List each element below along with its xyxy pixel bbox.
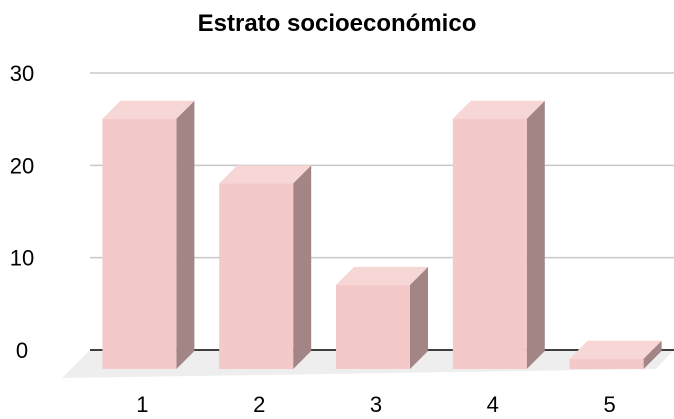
- bar-2: [219, 165, 312, 369]
- bar-top: [452, 100, 545, 119]
- bar-top: [102, 100, 195, 119]
- y-tick-label: 10: [10, 246, 34, 271]
- bar-3: [336, 266, 428, 369]
- bar-1: [102, 100, 195, 369]
- bar-side: [176, 100, 195, 369]
- bar-top: [219, 165, 312, 184]
- y-tick-label: 20: [10, 153, 34, 178]
- bar-front: [336, 284, 410, 369]
- bar-side: [643, 340, 662, 369]
- x-tick-label: 1: [136, 392, 148, 417]
- bar-front: [569, 358, 644, 369]
- y-axis-ticks: 0 10 20 30: [10, 61, 34, 363]
- y-tick-label: 0: [16, 338, 28, 363]
- x-tick-label: 2: [253, 392, 265, 417]
- x-tick-label: 5: [603, 392, 615, 417]
- bar-front: [452, 118, 527, 369]
- bar-4: [452, 100, 545, 369]
- y-tick-label: 30: [10, 61, 34, 86]
- bar-side: [293, 165, 312, 369]
- bar-front: [219, 183, 294, 369]
- bars: [102, 100, 662, 369]
- bar-top: [336, 266, 428, 285]
- x-tick-label: 3: [370, 392, 382, 417]
- bar-top: [569, 340, 662, 359]
- bar-side: [410, 266, 428, 369]
- x-tick-label: 4: [487, 392, 499, 417]
- bar-side: [526, 100, 545, 369]
- chart-title: Estrato socioeconómico: [197, 10, 477, 37]
- bar-5: [569, 340, 662, 369]
- bar-front: [102, 118, 177, 369]
- x-axis-ticks: 1 2 3 4 5: [136, 392, 615, 417]
